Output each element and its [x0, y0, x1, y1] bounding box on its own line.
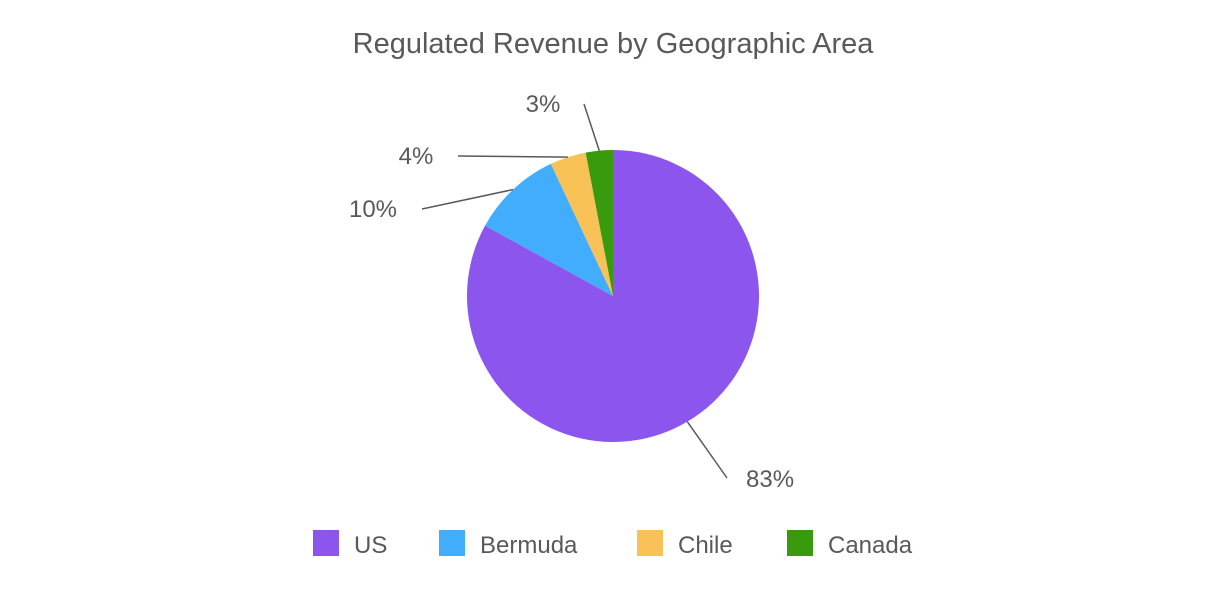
leader-line-canada: [583, 103, 600, 151]
legend-label-canada: Canada: [828, 532, 913, 559]
leader-line-chile: [457, 155, 568, 158]
slice-label-us: 83%: [746, 466, 794, 493]
legend-swatch-canada: [787, 530, 813, 556]
legend-item-canada: Canada: [787, 530, 913, 559]
chart-title: Regulated Revenue by Geographic Area: [353, 28, 875, 60]
slice-label-canada: 3%: [526, 91, 561, 118]
pie-slice-chile: [550, 152, 613, 296]
pie-slices: [466, 150, 759, 443]
legend: US Bermuda Chile Canada: [313, 530, 913, 559]
legend-item-chile: Chile: [637, 530, 733, 559]
slice-label-bermuda: 10%: [349, 196, 397, 223]
leader-line-us: [686, 421, 728, 479]
leader-line-bermuda: [421, 188, 514, 210]
legend-label-chile: Chile: [678, 532, 733, 559]
legend-swatch-us: [313, 530, 339, 556]
legend-swatch-chile: [637, 530, 663, 556]
legend-label-us: US: [354, 532, 387, 559]
legend-label-bermuda: Bermuda: [480, 532, 578, 559]
slice-labels: 83% 10%4% 3%: [349, 91, 794, 493]
pie-slice-us: [466, 150, 759, 443]
pie-slice-canada: [585, 150, 613, 296]
slice-label-chile: 4%: [399, 143, 434, 170]
slice-leader-lines: [421, 103, 728, 479]
legend-swatch-bermuda: [439, 530, 465, 556]
legend-item-bermuda: Bermuda: [439, 530, 578, 559]
legend-item-us: US: [313, 530, 387, 559]
pie-slice-bermuda: [485, 163, 613, 296]
